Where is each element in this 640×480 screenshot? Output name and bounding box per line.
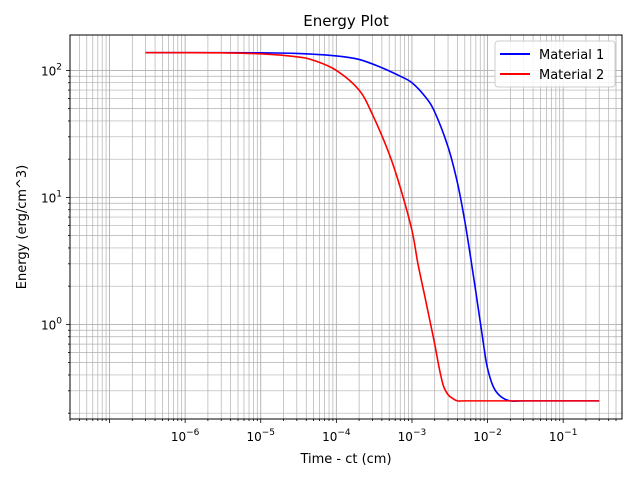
plot-frame	[69, 34, 623, 420]
y-tick-label: 101	[41, 189, 62, 205]
y-axis-title: Energy (erg/cm^3)	[15, 165, 30, 290]
x-tick-label: 10−1	[549, 428, 578, 444]
legend-label-material-2: Material 2	[539, 68, 604, 83]
x-tick-label: 10−6	[171, 428, 200, 444]
series-line-material-1	[145, 51, 600, 402]
series-layer	[145, 51, 600, 402]
x-axis: 10−6 10−5 10−4 10−3 10−2 10−1	[69, 419, 617, 444]
x-tick-label: 10−5	[246, 428, 275, 444]
grid-minor	[69, 35, 622, 419]
y-tick-label: 100	[41, 316, 62, 332]
x-tick-label: 10−3	[398, 428, 427, 444]
series-line-material-2	[145, 51, 600, 402]
legend-label-material-1: Material 1	[539, 48, 604, 63]
x-tick-label: 10−2	[473, 428, 502, 444]
y-tick-label: 102	[41, 62, 62, 78]
y-axis: 100 101 102	[41, 62, 70, 414]
grid-major	[70, 35, 622, 419]
legend-box	[494, 40, 616, 88]
x-tick-label: 10−4	[322, 428, 351, 444]
x-axis-title: Time - ct (cm)	[299, 452, 391, 467]
legend: Material 1 Material 2	[494, 40, 616, 88]
chart-title: Energy Plot	[303, 12, 389, 30]
